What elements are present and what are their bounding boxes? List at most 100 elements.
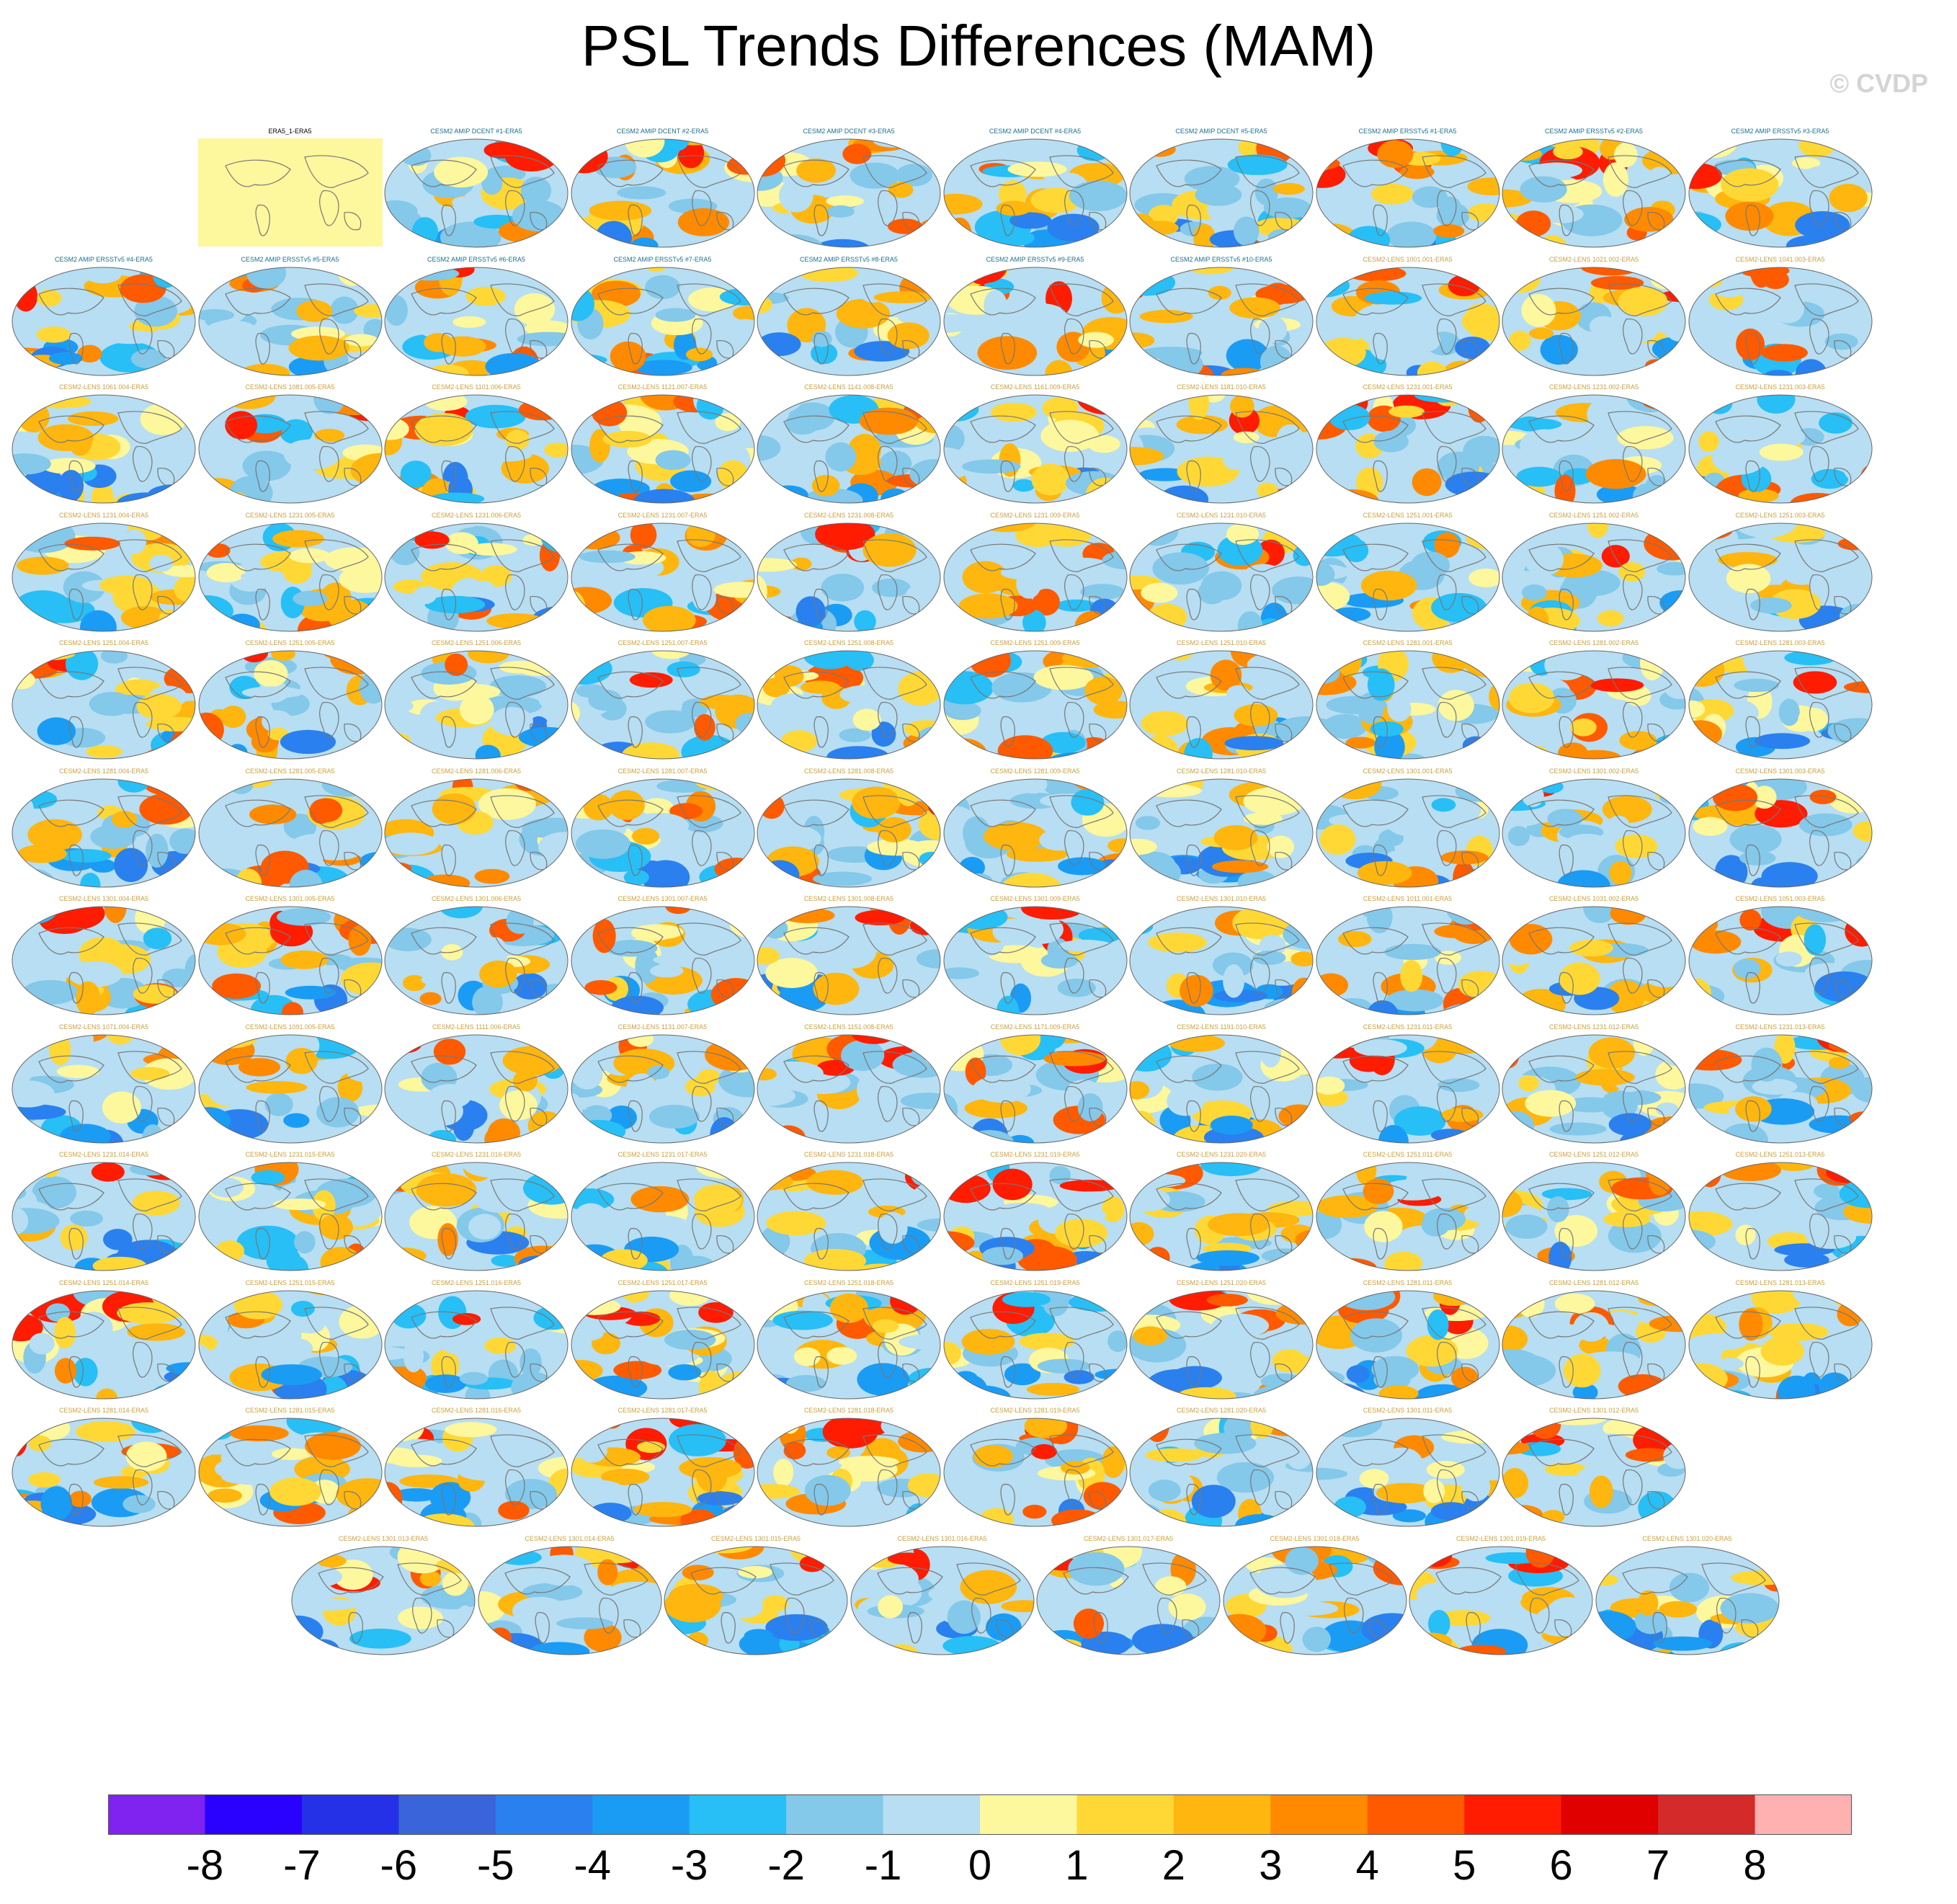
trend-anomaly-patch bbox=[1089, 1316, 1115, 1340]
map-svg bbox=[1316, 778, 1499, 887]
trend-anomaly-patch bbox=[1030, 187, 1082, 213]
trend-anomaly-patch bbox=[1399, 164, 1435, 179]
trend-anomaly-patch bbox=[37, 717, 76, 745]
trend-anomaly-patch bbox=[998, 180, 1027, 208]
trend-anomaly-patch bbox=[149, 554, 174, 571]
trend-anomaly-patch bbox=[1642, 959, 1685, 988]
trend-anomaly-patch bbox=[171, 729, 195, 755]
trend-anomaly-patch bbox=[445, 531, 478, 554]
trend-anomaly-patch bbox=[107, 1034, 134, 1044]
trend-anomaly-patch bbox=[1290, 951, 1313, 967]
coastline bbox=[1156, 1183, 1222, 1211]
trend-anomaly-patch bbox=[1659, 789, 1685, 804]
trend-anomaly-patch bbox=[1841, 1262, 1872, 1271]
trend-anomaly-patch bbox=[1399, 960, 1422, 992]
coastline bbox=[1063, 1567, 1129, 1594]
trend-anomaly-patch bbox=[1040, 522, 1092, 547]
coastline bbox=[318, 446, 339, 482]
map-outline bbox=[1502, 1290, 1686, 1399]
coastline bbox=[676, 667, 741, 700]
coastline bbox=[411, 159, 477, 187]
map-panel-label: CESM2-LENS 1301.012-ERA5 bbox=[1548, 1407, 1639, 1414]
trend-anomaly-patch bbox=[1038, 829, 1078, 850]
trend-anomaly-patch bbox=[1575, 1068, 1635, 1085]
trend-anomaly-patch bbox=[909, 916, 940, 935]
coastline bbox=[318, 1085, 339, 1122]
map-outline bbox=[12, 267, 196, 375]
coastline bbox=[397, 1562, 462, 1596]
coastline bbox=[411, 1311, 477, 1338]
coastline bbox=[878, 1341, 898, 1378]
coastline bbox=[597, 415, 664, 443]
trend-anomaly-patch bbox=[1477, 610, 1499, 626]
coastline bbox=[133, 702, 153, 738]
coastline bbox=[1744, 716, 1760, 748]
map-outline bbox=[478, 1546, 661, 1655]
map-svg bbox=[1129, 1034, 1314, 1143]
trend-anomaly-patch bbox=[991, 1203, 1053, 1222]
map-outline bbox=[757, 267, 941, 375]
trend-anomaly-patch bbox=[249, 804, 296, 824]
map-outline bbox=[1316, 778, 1499, 887]
coastline bbox=[969, 159, 1036, 187]
trend-anomaly-patch bbox=[757, 332, 801, 356]
trend-anomaly-patch bbox=[1712, 783, 1757, 811]
map-panel-label: CESM2 AMIP ERSSTv5 #5-ERA5 bbox=[241, 255, 339, 263]
colorbar-tick-label: 2 bbox=[1162, 1842, 1185, 1889]
map-svg bbox=[943, 1162, 1127, 1271]
trend-anomaly-patch bbox=[881, 1069, 911, 1090]
map-panel: CESM2-LENS 1281.020-ERA5 bbox=[1128, 1406, 1315, 1529]
trend-anomaly-patch bbox=[1625, 1448, 1675, 1462]
trend-anomaly-patch bbox=[927, 1586, 955, 1601]
trend-anomaly-patch bbox=[655, 450, 690, 471]
trend-anomaly-patch bbox=[1587, 522, 1609, 538]
coastline bbox=[1714, 799, 1781, 827]
trend-anomaly-patch bbox=[1430, 592, 1486, 622]
map-svg bbox=[198, 1162, 382, 1271]
map-svg bbox=[1502, 394, 1686, 504]
coastline bbox=[999, 1100, 1015, 1132]
map-panel-grid: ERA5_1-ERA5 CESM2 AMIP DCENT #1-ERA5 CESM2… bbox=[12, 128, 1874, 1655]
coastline bbox=[813, 844, 829, 876]
trend-anomaly-patch bbox=[162, 1477, 195, 1496]
coastline bbox=[627, 1228, 643, 1260]
trend-anomaly-patch bbox=[1475, 489, 1499, 503]
colorbar-swatch bbox=[1561, 1794, 1659, 1835]
map-outline bbox=[757, 1034, 941, 1143]
trend-anomaly-patch bbox=[114, 848, 148, 882]
map-outline bbox=[1316, 267, 1499, 375]
map-panel: CESM2-LENS 1301.003-ERA5 bbox=[1687, 767, 1874, 889]
trend-anomaly-patch bbox=[589, 1503, 632, 1523]
trend-anomaly-patch bbox=[349, 1628, 411, 1649]
trend-anomaly-patch bbox=[429, 1546, 465, 1557]
trend-anomaly-patch bbox=[1561, 1546, 1588, 1554]
trend-anomaly-patch bbox=[1337, 1290, 1395, 1310]
coastline bbox=[813, 332, 829, 365]
trend-anomaly-patch bbox=[347, 1065, 382, 1083]
coastline bbox=[133, 574, 153, 610]
map-panel: CESM2-LENS 1281.012-ERA5 bbox=[1500, 1278, 1688, 1401]
coastline bbox=[1744, 844, 1760, 876]
trend-anomaly-patch bbox=[731, 621, 754, 631]
trend-anomaly-patch bbox=[1191, 1485, 1236, 1518]
map-svg bbox=[198, 778, 382, 887]
trend-anomaly-patch bbox=[1507, 825, 1530, 846]
trend-anomaly-patch bbox=[184, 1162, 195, 1183]
map-panel-label: CESM2-LENS 1251.004-ERA5 bbox=[58, 639, 149, 646]
coastline bbox=[1793, 922, 1859, 956]
coastline bbox=[68, 461, 84, 492]
trend-anomaly-patch bbox=[459, 1371, 489, 1385]
trend-anomaly-patch bbox=[1601, 544, 1630, 567]
coastline bbox=[117, 922, 182, 956]
trend-anomaly-patch bbox=[1334, 997, 1371, 1014]
trend-anomaly-patch bbox=[624, 139, 664, 158]
coastline bbox=[117, 1051, 182, 1084]
coastline bbox=[441, 1484, 456, 1516]
map-panel: CESM2-LENS 1231.018-ERA5 bbox=[755, 1150, 942, 1273]
trend-anomaly-patch bbox=[1540, 334, 1578, 365]
coastline bbox=[1235, 1434, 1300, 1467]
coastline bbox=[1623, 1469, 1643, 1505]
trend-anomaly-patch bbox=[850, 1642, 883, 1655]
coastline bbox=[1250, 190, 1270, 226]
coastline bbox=[1064, 574, 1084, 610]
